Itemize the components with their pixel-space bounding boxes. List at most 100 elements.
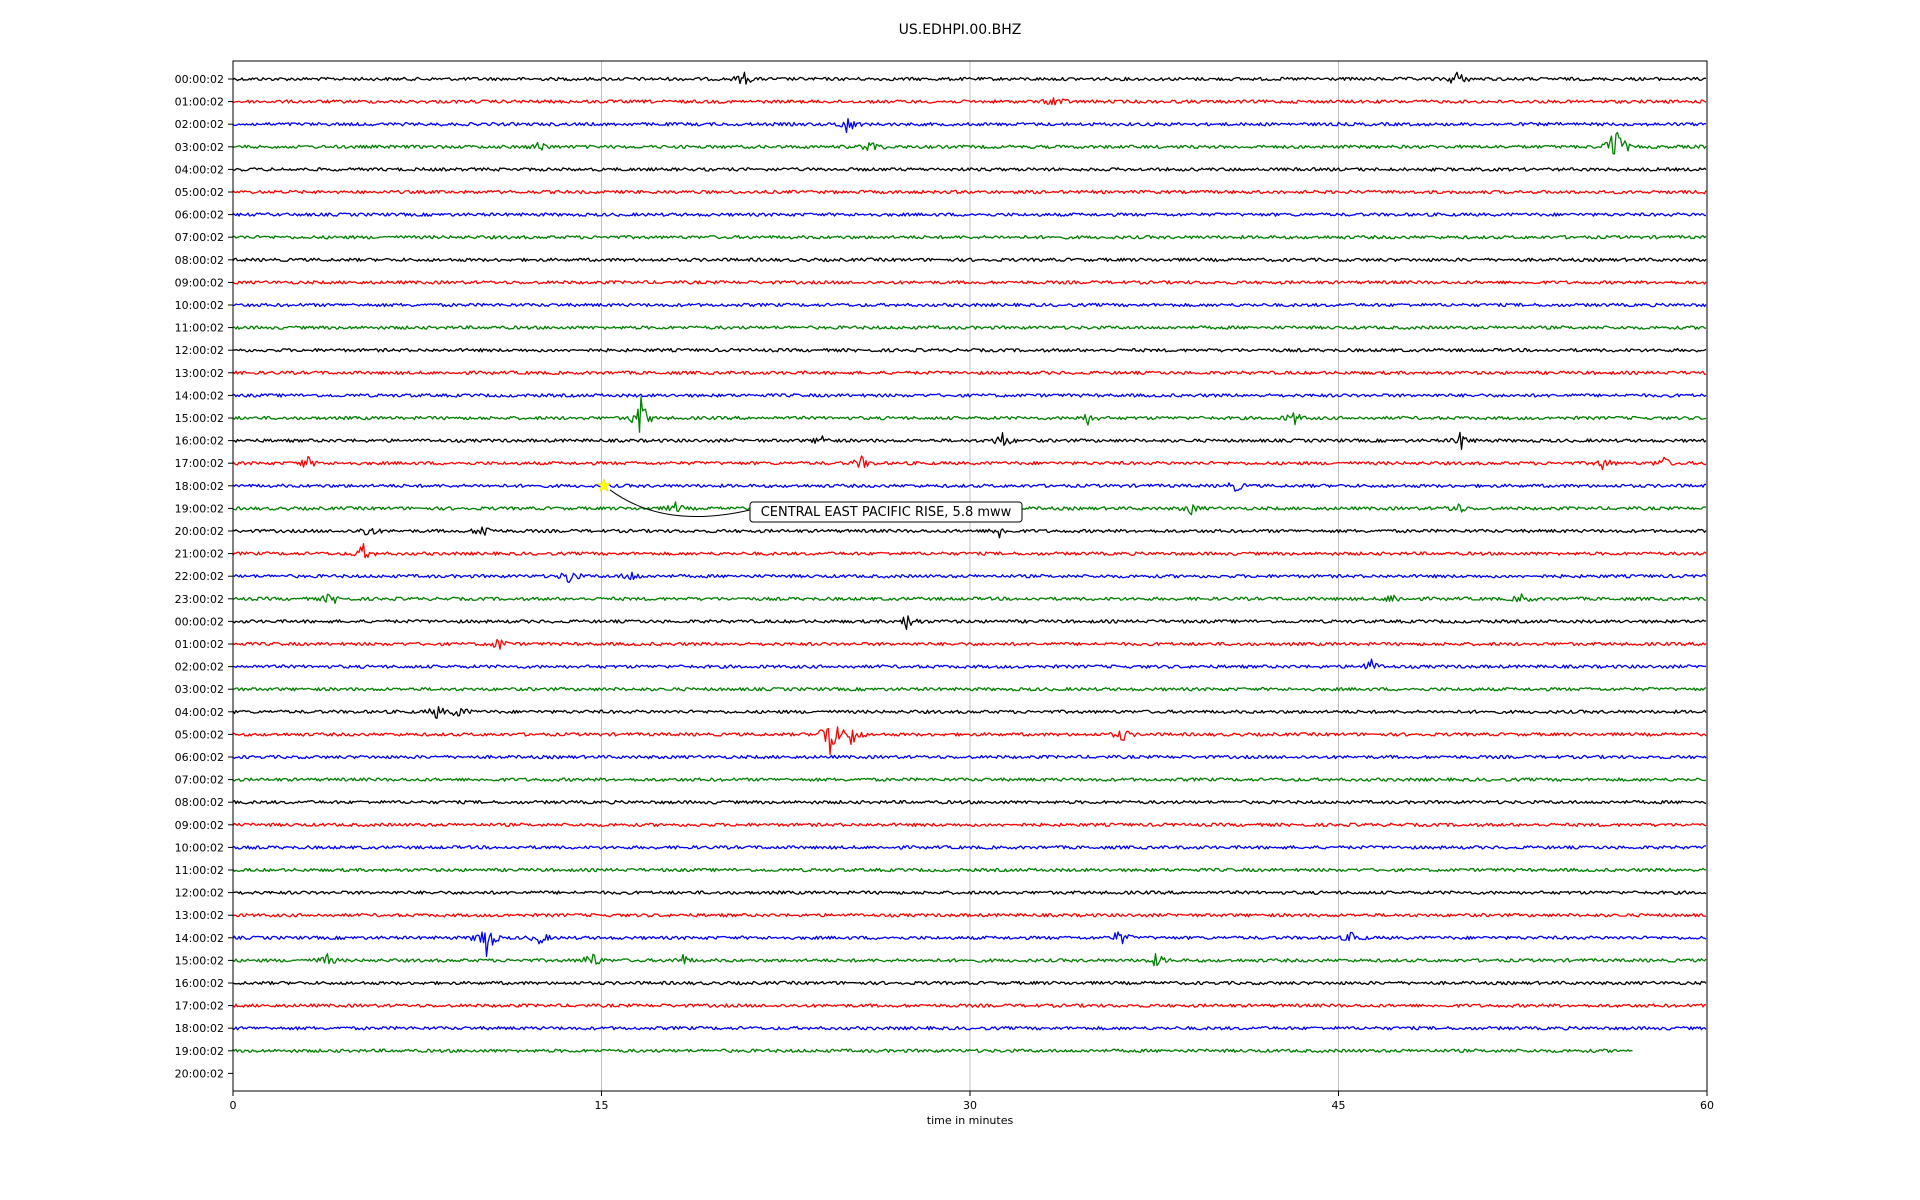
hour-label: 00:00:02	[175, 73, 224, 86]
hour-label: 16:00:02	[175, 977, 224, 990]
trace-line	[232, 931, 1707, 958]
hour-label: 10:00:02	[175, 299, 224, 312]
trace-line	[232, 705, 1707, 719]
trace-line	[232, 370, 1707, 376]
hour-label: 09:00:02	[175, 276, 224, 289]
annotation-arrow	[609, 489, 751, 518]
trace-line	[232, 526, 1707, 539]
annotation-box	[749, 501, 1023, 523]
hour-label: 15:00:02	[175, 412, 224, 425]
trace-line	[232, 571, 1707, 584]
x-axis-label: time in minutes	[927, 1114, 1014, 1127]
trace-line	[232, 615, 1707, 630]
x-tick-label: 0	[230, 1099, 237, 1112]
hour-label: 20:00:02	[175, 525, 224, 538]
hour-label: 06:00:02	[175, 209, 224, 222]
hour-label: 10:00:02	[175, 841, 224, 854]
hour-label: 09:00:02	[175, 819, 224, 832]
hour-label: 21:00:02	[175, 548, 224, 561]
trace-line	[232, 726, 1707, 756]
hour-label: 08:00:02	[175, 254, 224, 267]
hour-labels: 00:00:02 01:00:02 02:00:02 03:00:02 04:00:02…	[175, 73, 233, 1080]
trace-line	[232, 799, 1707, 805]
trace-line	[232, 822, 1707, 828]
hour-label: 15:00:02	[175, 954, 224, 967]
x-axis-ticks: 0 15 30 45 60	[230, 1091, 1714, 1112]
hour-label: 06:00:02	[175, 751, 224, 764]
trace-line	[232, 234, 1707, 240]
hour-label: 19:00:02	[175, 502, 224, 515]
hour-label: 03:00:02	[175, 683, 224, 696]
hour-label: 12:00:02	[175, 344, 224, 357]
hour-label: 05:00:02	[175, 728, 224, 741]
trace-line	[232, 97, 1707, 106]
x-tick-label: 60	[1700, 1099, 1714, 1112]
hour-label: 04:00:02	[175, 163, 224, 176]
hour-label: 19:00:02	[175, 1045, 224, 1058]
hour-label: 03:00:02	[175, 141, 224, 154]
trace-group	[232, 71, 1707, 1054]
hour-label: 18:00:02	[175, 480, 224, 493]
hour-label: 14:00:02	[175, 389, 224, 402]
trace-line	[232, 280, 1707, 285]
hour-label: 05:00:02	[175, 186, 224, 199]
hour-label: 00:00:02	[175, 615, 224, 628]
trace-line	[232, 754, 1707, 760]
trace-line	[232, 212, 1707, 217]
trace-line	[232, 131, 1707, 155]
hour-label: 04:00:02	[175, 706, 224, 719]
hour-label: 02:00:02	[175, 118, 224, 131]
hour-label: 22:00:02	[175, 570, 224, 583]
trace-line	[232, 658, 1707, 670]
hour-label: 08:00:02	[175, 796, 224, 809]
hour-label: 16:00:02	[175, 435, 224, 448]
event-star-icon	[596, 478, 612, 493]
trace-line	[232, 1025, 1707, 1031]
trace-line	[232, 1048, 1633, 1054]
hour-label: 11:00:02	[175, 322, 224, 335]
hour-label: 17:00:02	[175, 1000, 224, 1013]
hour-label: 13:00:02	[175, 909, 224, 922]
trace-line	[232, 455, 1707, 471]
hour-label: 07:00:02	[175, 231, 224, 244]
annotation-text: CENTRAL EAST PACIFIC RISE, 5.8 mww	[761, 505, 1012, 520]
hour-label: 01:00:02	[175, 96, 224, 109]
trace-line	[232, 257, 1707, 263]
hour-label: 02:00:02	[175, 661, 224, 674]
trace-line	[232, 431, 1707, 450]
x-tick-label: 30	[963, 1099, 977, 1112]
hour-label: 11:00:02	[175, 864, 224, 877]
trace-line	[232, 912, 1707, 918]
chart-title: US.EDHPI.00.BHZ	[899, 22, 1022, 38]
trace-line	[232, 71, 1707, 85]
x-tick-label: 45	[1332, 1099, 1346, 1112]
trace-line	[232, 845, 1706, 850]
trace-line	[232, 686, 1707, 692]
trace-line	[232, 953, 1707, 967]
event-annotation: CENTRAL EAST PACIFIC RISE, 5.8 mww	[596, 478, 1023, 523]
trace-line	[232, 867, 1707, 873]
trace-line	[232, 189, 1707, 195]
trace-line	[232, 777, 1707, 782]
hour-label: 17:00:02	[175, 457, 224, 470]
trace-line	[232, 980, 1707, 986]
trace-line	[232, 396, 1707, 433]
hour-label: 18:00:02	[175, 1022, 224, 1035]
trace-line	[232, 325, 1707, 330]
trace-line	[232, 393, 1707, 398]
trace-line	[232, 347, 1707, 353]
trace-line	[232, 638, 1707, 650]
hour-label: 20:00:02	[175, 1067, 224, 1080]
trace-line	[232, 543, 1707, 559]
hour-label: 01:00:02	[175, 638, 224, 651]
hour-label: 12:00:02	[175, 887, 224, 900]
trace-line	[232, 482, 1706, 492]
trace-line	[232, 167, 1707, 172]
hour-label: 14:00:02	[175, 932, 224, 945]
trace-line	[232, 1003, 1707, 1008]
x-tick-label: 15	[595, 1099, 609, 1112]
trace-line	[232, 302, 1707, 308]
hour-label: 23:00:02	[175, 593, 224, 606]
trace-line	[232, 890, 1707, 895]
